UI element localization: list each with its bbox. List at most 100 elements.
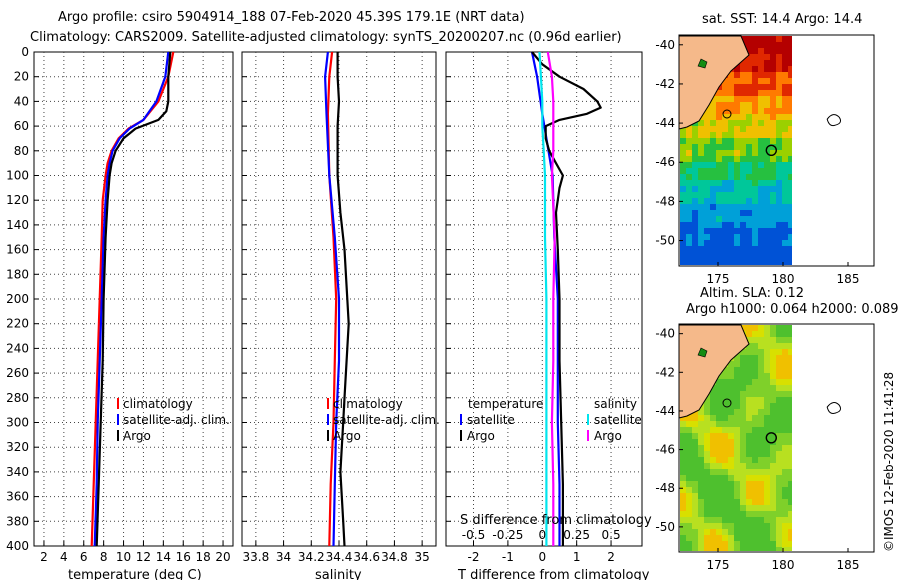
x-tick-label: 2 (40, 550, 48, 564)
map-cell (764, 517, 770, 523)
depth-tick-label: 180 (6, 267, 29, 281)
map-cell (692, 204, 698, 210)
map-cell (746, 192, 752, 198)
map-cell (686, 132, 692, 138)
map-cell (764, 409, 770, 415)
map-cell (776, 517, 782, 523)
map-cell (776, 84, 782, 90)
map-cell (758, 535, 764, 541)
map-cell (770, 258, 776, 264)
map-cell (776, 511, 782, 517)
map-cell (710, 96, 716, 102)
map-cell (776, 439, 782, 445)
map-cell (716, 547, 722, 551)
map-cell (746, 463, 752, 469)
map-cell (746, 168, 752, 174)
map-cell (686, 535, 692, 541)
map-cell (686, 547, 692, 551)
map-cell (752, 48, 758, 54)
map-cell (752, 415, 758, 421)
map-cell (782, 325, 788, 331)
map-cell (788, 156, 792, 162)
map-cell (716, 409, 722, 415)
islet (722, 398, 732, 408)
map-cell (788, 180, 792, 186)
depth-tick-label: 220 (6, 317, 29, 331)
map-cell (716, 162, 722, 168)
map-cell (758, 511, 764, 517)
map-cell (770, 397, 776, 403)
map-cell (746, 397, 752, 403)
map-cell (740, 186, 746, 192)
legend-label: satellite-adj. clim. (333, 413, 440, 427)
map-cell (758, 144, 764, 150)
map-cell (692, 523, 698, 529)
map-cell (776, 192, 782, 198)
map-cell (776, 234, 782, 240)
map-cell (752, 132, 758, 138)
map-cell (698, 198, 704, 204)
map-cell (722, 192, 728, 198)
map-cell (776, 120, 782, 126)
map-cell (680, 517, 686, 523)
map-cell (692, 427, 698, 433)
depth-tick-label: 40 (14, 94, 29, 108)
map-cell (764, 162, 770, 168)
map-cell (722, 102, 728, 108)
map-cell (692, 228, 698, 234)
map-cell (770, 331, 776, 337)
map-cell (728, 535, 734, 541)
map-cell (728, 180, 734, 186)
map-cell (770, 463, 776, 469)
map-cell (716, 186, 722, 192)
depth-tick-label: 80 (14, 144, 29, 158)
map-cell (764, 240, 770, 246)
map-cell (752, 541, 758, 547)
map-cell (746, 391, 752, 397)
map-cell (770, 325, 776, 331)
map-cell (752, 240, 758, 246)
map-cell (788, 355, 792, 361)
map-cell (788, 343, 792, 349)
map-cell (782, 391, 788, 397)
map-cell (728, 78, 734, 84)
map-cell (740, 385, 746, 391)
map-cell (716, 132, 722, 138)
map-cell (764, 337, 770, 343)
map-cell (734, 90, 740, 96)
map-cell (680, 433, 686, 439)
map-cell (788, 36, 792, 42)
map-cell (770, 126, 776, 132)
map-lon-label: 175 (707, 272, 730, 286)
map-cell (740, 541, 746, 547)
depth-tick-label: 260 (6, 366, 29, 380)
map-cell (740, 156, 746, 162)
map-cell (764, 132, 770, 138)
map-cell (752, 120, 758, 126)
argo-position-marker (765, 432, 777, 444)
x-tick-label: 6 (80, 550, 88, 564)
map-cell (776, 445, 782, 451)
map-cell (728, 463, 734, 469)
map-cell (752, 180, 758, 186)
x-tick-label: 4 (60, 550, 68, 564)
map-cell (680, 499, 686, 505)
map-cell (740, 126, 746, 132)
map-cell (680, 138, 686, 144)
map-cell (740, 481, 746, 487)
map-cell (698, 180, 704, 186)
legend-label: satellite (467, 413, 515, 427)
map-cell (722, 415, 728, 421)
map-cell (722, 216, 728, 222)
map-cell (740, 60, 746, 66)
map-cell (776, 126, 782, 132)
map-cell (722, 481, 728, 487)
map-cell (710, 517, 716, 523)
map-cell (758, 108, 764, 114)
map-cell (758, 481, 764, 487)
map-cell (704, 168, 710, 174)
map-cell (776, 385, 782, 391)
map-cell (692, 222, 698, 228)
map-cell (764, 84, 770, 90)
map-cell (752, 72, 758, 78)
